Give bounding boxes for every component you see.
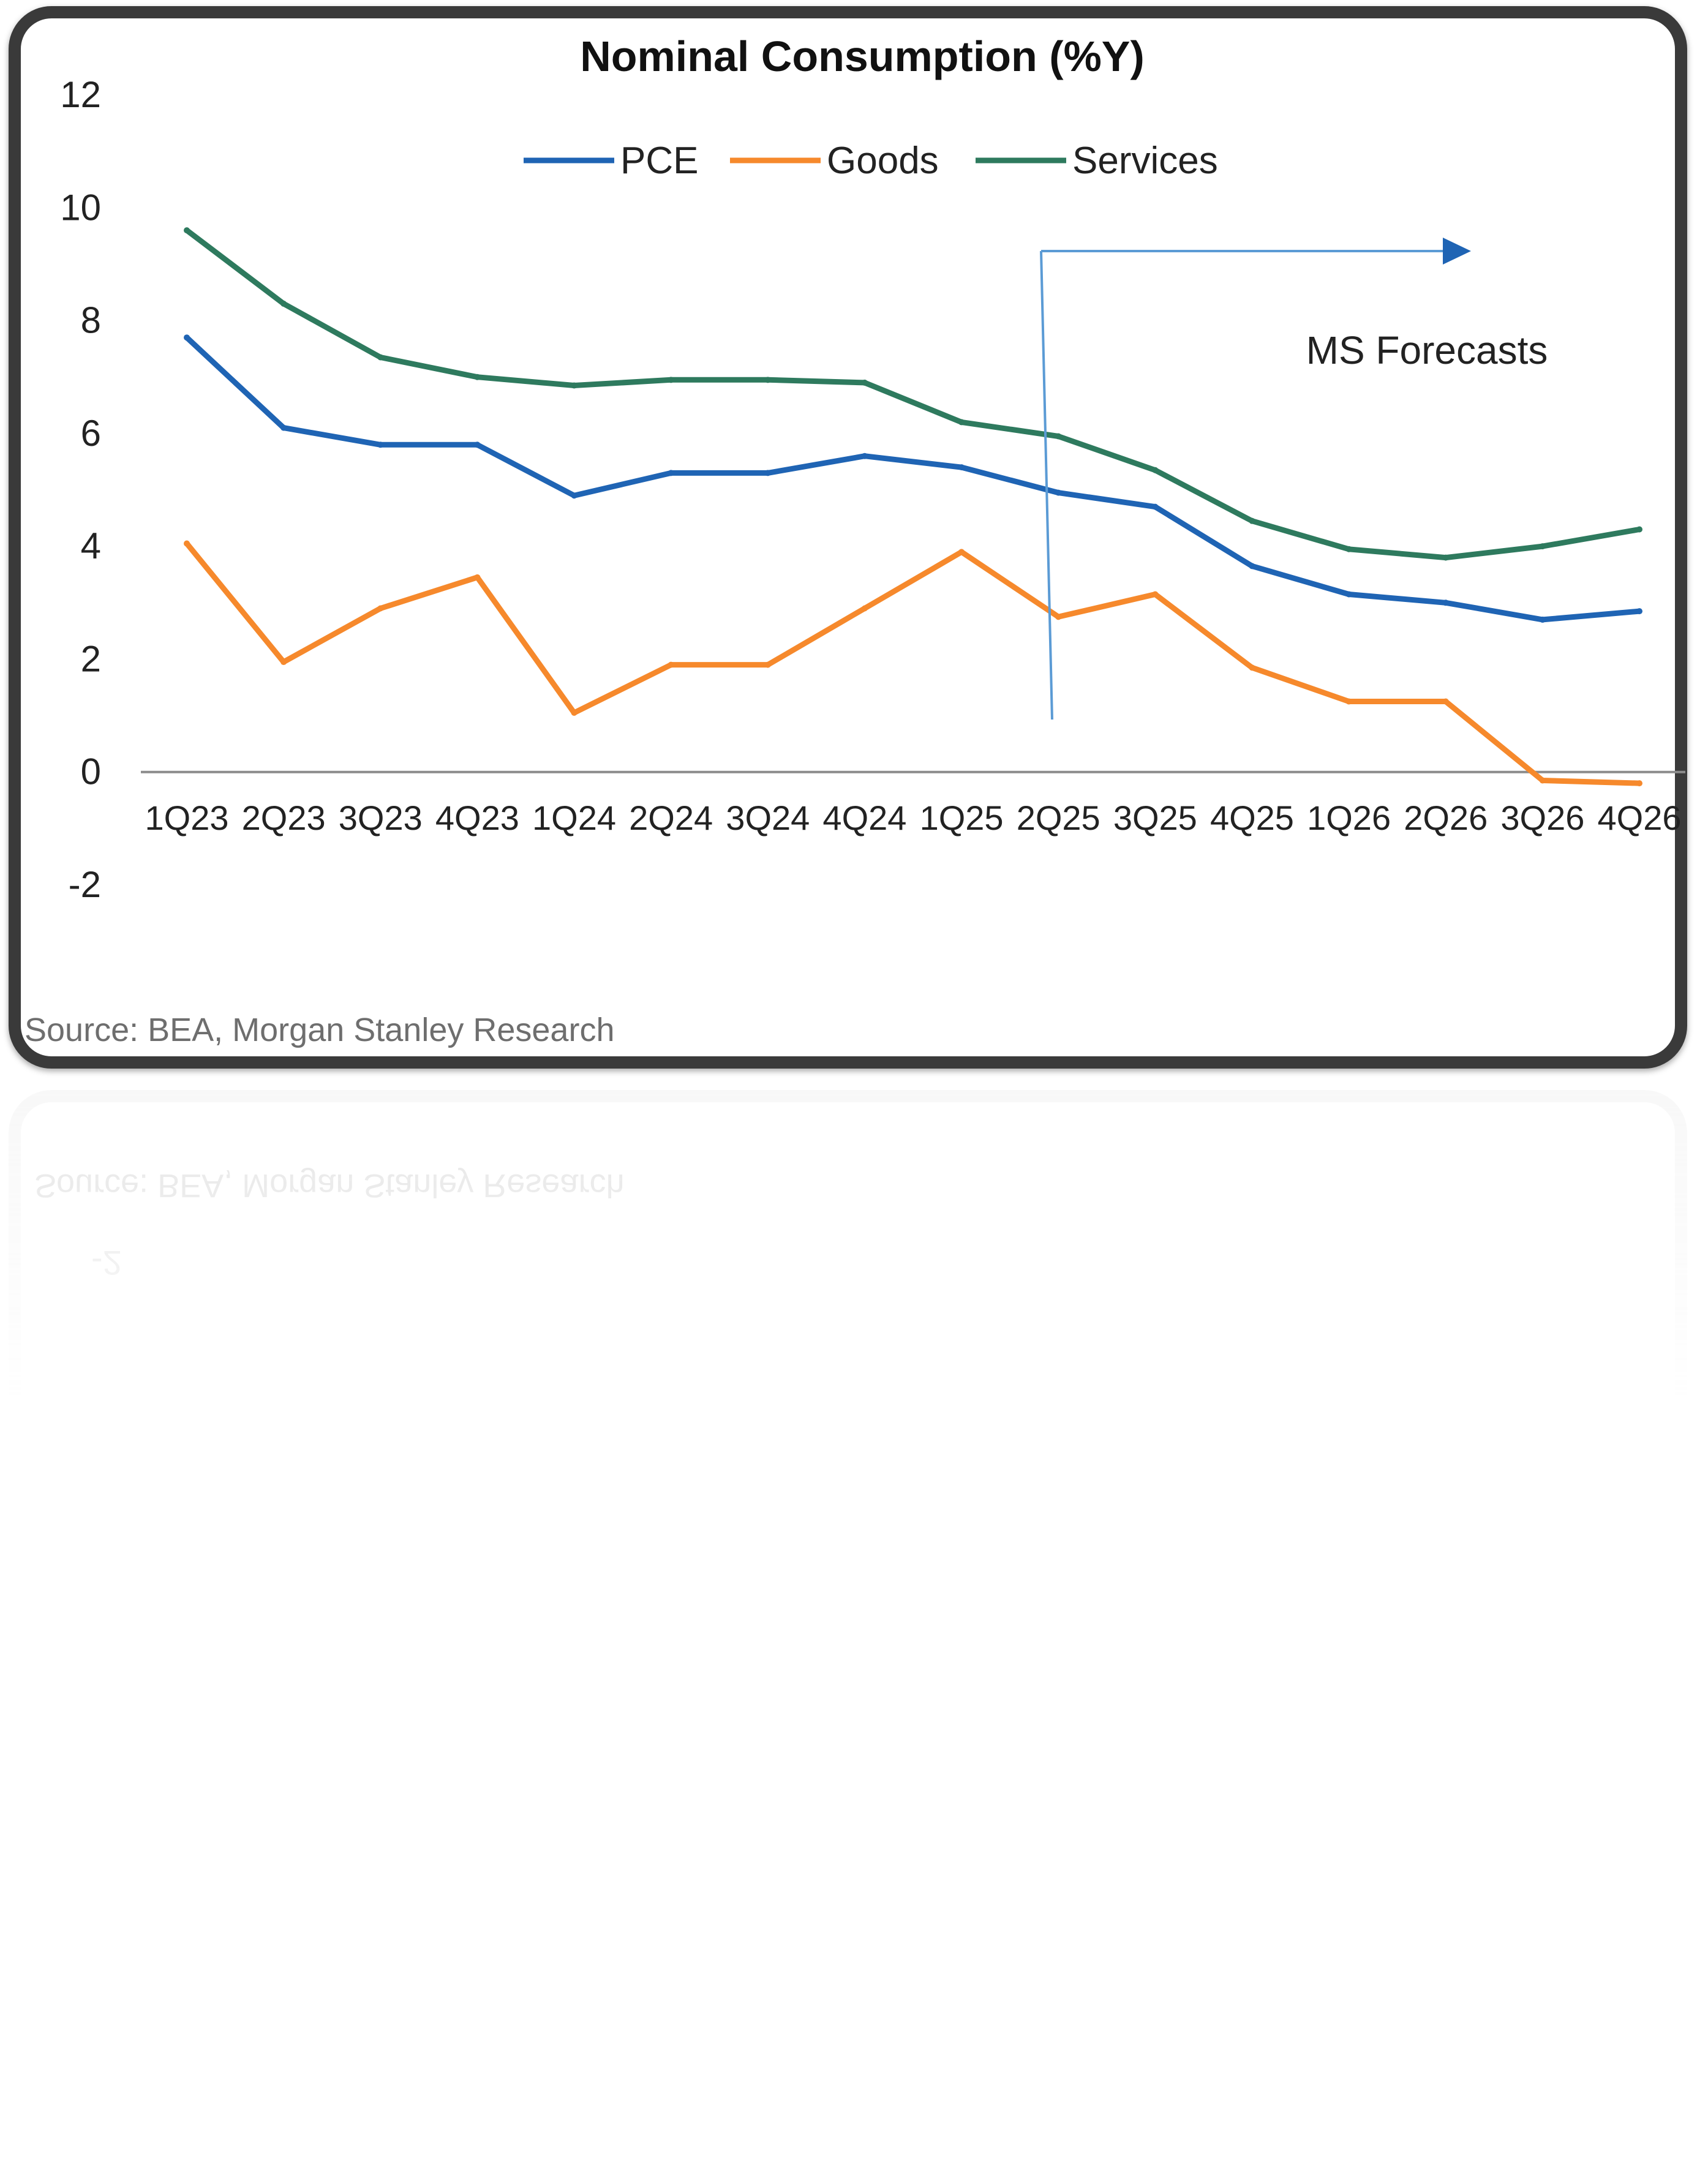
data-point-pce bbox=[1055, 489, 1062, 496]
data-point-pce bbox=[280, 424, 287, 431]
x-tick-label: 1Q26 bbox=[1307, 799, 1391, 837]
x-tick-label: 4Q23 bbox=[435, 799, 519, 837]
data-point-goods bbox=[280, 659, 287, 666]
x-tick-label: 2Q24 bbox=[629, 799, 713, 837]
data-point-pce bbox=[1442, 600, 1449, 606]
x-tick-label: 3Q25 bbox=[1113, 799, 1197, 837]
legend-label-goods: Goods bbox=[827, 140, 939, 182]
data-point-services bbox=[1055, 433, 1062, 440]
x-tick-label: 2Q26 bbox=[1404, 799, 1488, 837]
data-point-goods bbox=[1152, 591, 1159, 598]
data-point-pce bbox=[1249, 563, 1255, 569]
data-point-pce bbox=[1636, 608, 1642, 615]
y-tick-label: 10 bbox=[60, 187, 101, 228]
data-point-services bbox=[958, 419, 965, 426]
x-tick-label: 3Q23 bbox=[339, 799, 423, 837]
source-note: Source: BEA, Morgan Stanley Research bbox=[24, 1012, 614, 1048]
chart-card bbox=[9, 6, 1687, 1069]
data-point-goods bbox=[377, 605, 384, 612]
x-tick-label: 4Q25 bbox=[1210, 799, 1294, 837]
data-point-services bbox=[764, 377, 771, 383]
x-tick-label: 3Q24 bbox=[726, 799, 810, 837]
data-point-goods bbox=[1345, 698, 1352, 705]
data-point-services bbox=[668, 377, 674, 383]
y-tick-label: 2 bbox=[81, 638, 101, 679]
series-line-pce bbox=[184, 334, 1642, 623]
data-point-pce bbox=[958, 464, 965, 471]
right-arrow-icon bbox=[1443, 238, 1471, 265]
forecast-label: MS Forecasts bbox=[1306, 328, 1548, 372]
data-point-goods bbox=[571, 709, 577, 716]
data-point-goods bbox=[764, 661, 771, 668]
data-point-pce bbox=[861, 453, 868, 459]
data-point-services bbox=[474, 374, 481, 380]
data-point-services bbox=[184, 227, 190, 234]
data-point-goods bbox=[958, 549, 965, 555]
chart: 12 10 8 6 4 2 0 -2 1Q23 2Q23 3Q23 4Q23 1Q24 2Q24 3Q24 4… bbox=[24, 32, 1685, 1048]
data-point-services bbox=[1636, 526, 1642, 533]
forecast-annotation bbox=[1040, 238, 1471, 720]
x-tick-label: 2Q25 bbox=[1017, 799, 1100, 837]
legend-label-services: Services bbox=[1072, 140, 1218, 182]
data-point-pce bbox=[184, 334, 190, 341]
data-point-services bbox=[571, 382, 577, 389]
y-tick-label: 4 bbox=[81, 525, 101, 566]
data-point-pce bbox=[668, 470, 674, 476]
data-point-pce bbox=[764, 470, 771, 476]
x-tick-label: 1Q24 bbox=[532, 799, 616, 837]
x-tick-label: 4Q26 bbox=[1598, 799, 1682, 837]
x-tick-label: 2Q23 bbox=[242, 799, 326, 837]
x-tick-label: 4Q24 bbox=[822, 799, 906, 837]
chart-title: Nominal Consumption (%Y) bbox=[580, 32, 1145, 80]
data-point-pce bbox=[474, 442, 481, 448]
series-layer bbox=[184, 227, 1642, 787]
data-point-goods bbox=[1539, 777, 1546, 784]
data-point-pce bbox=[1152, 503, 1159, 510]
data-point-services bbox=[1442, 554, 1449, 561]
data-point-services bbox=[861, 379, 868, 386]
data-point-pce bbox=[571, 492, 577, 499]
y-tick-label: 8 bbox=[81, 300, 101, 341]
data-point-pce bbox=[377, 442, 384, 448]
reflection-content: Source: BEA, Morgan Stanley Research -2 bbox=[21, 1102, 1675, 1408]
data-point-services bbox=[1249, 517, 1255, 524]
data-point-pce bbox=[1345, 591, 1352, 598]
reflection-source: Source: BEA, Morgan Stanley Research bbox=[34, 1167, 625, 1204]
y-tick-label: -2 bbox=[69, 864, 101, 905]
data-point-goods bbox=[861, 605, 868, 612]
axis-layer: 12 10 8 6 4 2 0 -2 1Q23 2Q23 3Q23 4Q23 1Q24 2Q24 3Q24 4… bbox=[60, 74, 1685, 905]
series-line-goods bbox=[184, 541, 1642, 786]
data-point-goods bbox=[1249, 664, 1255, 671]
data-point-services bbox=[1345, 546, 1352, 552]
x-tick-label: 1Q23 bbox=[145, 799, 229, 837]
data-point-goods bbox=[1442, 698, 1449, 705]
data-point-goods bbox=[1636, 780, 1642, 787]
reflection-tick: -2 bbox=[91, 1244, 122, 1282]
data-point-pce bbox=[1539, 616, 1546, 623]
data-point-services bbox=[1539, 543, 1546, 550]
legend: PCE Goods Services bbox=[524, 140, 1218, 182]
y-tick-label: 0 bbox=[81, 751, 101, 792]
data-point-goods bbox=[1055, 614, 1062, 620]
x-tick-label: 1Q25 bbox=[920, 799, 1004, 837]
data-point-goods bbox=[474, 574, 481, 581]
reflection: Source: BEA, Morgan Stanley Research -2 bbox=[9, 1090, 1687, 1408]
y-tick-label: 6 bbox=[81, 413, 101, 454]
series-line-services bbox=[184, 227, 1642, 561]
y-tick-label: 12 bbox=[60, 74, 101, 115]
data-point-goods bbox=[668, 661, 674, 668]
forecast-divider-line bbox=[1040, 250, 1053, 720]
data-point-goods bbox=[184, 540, 190, 547]
x-tick-label: 3Q26 bbox=[1500, 799, 1584, 837]
data-point-services bbox=[1152, 467, 1159, 473]
legend-label-pce: PCE bbox=[620, 140, 698, 182]
data-point-services bbox=[377, 354, 384, 361]
data-point-services bbox=[280, 300, 287, 307]
